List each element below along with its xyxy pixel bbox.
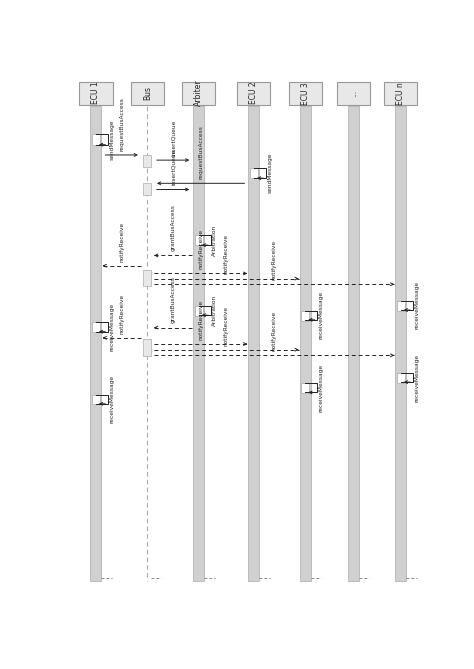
Text: ECU 1: ECU 1 — [91, 82, 100, 104]
Text: Bus: Bus — [143, 86, 152, 100]
Bar — [347, 106, 359, 581]
Text: insertQueue: insertQueue — [171, 120, 176, 156]
Bar — [80, 82, 112, 105]
Text: receiveMessage: receiveMessage — [319, 364, 324, 412]
Text: sendMessage: sendMessage — [267, 153, 273, 193]
Text: Arbitration: Arbitration — [212, 295, 218, 326]
Bar — [182, 82, 215, 105]
Text: ...: ... — [349, 90, 357, 97]
Bar — [195, 235, 203, 245]
Text: insertQueue: insertQueue — [171, 149, 176, 185]
Text: grantBusAccess: grantBusAccess — [171, 276, 176, 323]
Text: notifyReceive: notifyReceive — [198, 300, 203, 340]
Bar — [301, 383, 310, 393]
Bar — [143, 270, 152, 286]
Bar — [300, 106, 311, 581]
Bar — [143, 339, 152, 356]
Bar — [143, 155, 152, 167]
Bar — [337, 82, 370, 105]
Text: notifyReceive: notifyReceive — [224, 234, 229, 274]
Bar — [195, 306, 203, 316]
Bar — [395, 106, 406, 581]
Text: notifyReceive: notifyReceive — [119, 221, 124, 262]
Bar — [397, 301, 405, 311]
Text: requestBusAccess: requestBusAccess — [119, 97, 124, 151]
Text: ECU 3: ECU 3 — [301, 82, 310, 104]
Bar — [92, 134, 100, 145]
Bar — [131, 82, 164, 105]
Text: notifyReceive: notifyReceive — [198, 229, 203, 270]
Text: sendMessage: sendMessage — [109, 119, 115, 160]
Text: notifyReceive: notifyReceive — [119, 294, 124, 334]
Text: grantBusAccess: grantBusAccess — [171, 205, 176, 252]
Text: requestBusAccess: requestBusAccess — [198, 125, 203, 179]
Text: receiveMessage: receiveMessage — [414, 353, 419, 401]
Text: notifyReceive: notifyReceive — [224, 306, 229, 346]
Bar — [91, 106, 101, 581]
Text: ECU 2: ECU 2 — [249, 82, 258, 104]
Bar — [289, 82, 322, 105]
Bar — [92, 322, 100, 332]
Bar — [92, 395, 100, 404]
Text: ECU n: ECU n — [396, 82, 405, 104]
Text: notifyReceive: notifyReceive — [272, 311, 277, 351]
Bar — [237, 82, 271, 105]
Bar — [397, 373, 405, 383]
Text: Arbitration: Arbitration — [212, 224, 218, 256]
Bar — [193, 106, 204, 581]
Text: receiveMessage: receiveMessage — [109, 375, 115, 423]
Bar — [248, 106, 259, 581]
Bar — [301, 310, 310, 321]
Text: receiveMessage: receiveMessage — [414, 282, 419, 329]
Text: receiveMessage: receiveMessage — [109, 303, 115, 351]
Text: notifyReceive: notifyReceive — [272, 240, 277, 280]
Text: receiveMessage: receiveMessage — [319, 291, 324, 339]
Bar — [143, 183, 152, 195]
Bar — [250, 168, 258, 178]
Bar — [384, 82, 418, 105]
Text: Arbiter: Arbiter — [194, 80, 203, 106]
